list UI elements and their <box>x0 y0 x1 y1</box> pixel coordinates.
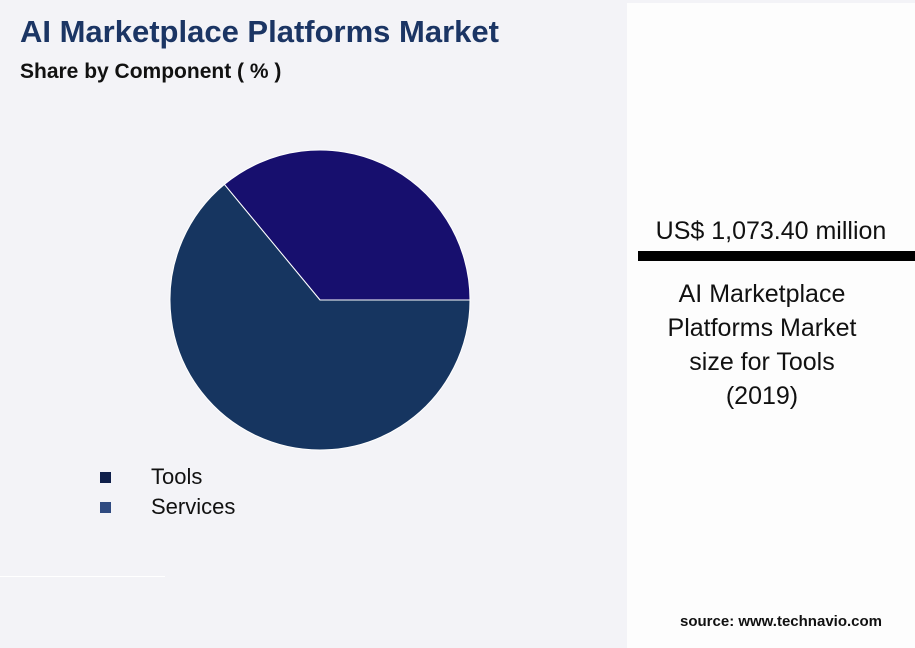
chart-subtitle: Share by Component ( % ) <box>20 60 282 83</box>
legend-swatch <box>100 471 111 483</box>
legend-label: Tools <box>151 464 203 489</box>
market-value: US$ 1,073.40 million <box>655 217 887 245</box>
legend-swatch <box>100 501 111 513</box>
description-line: AI Marketplace <box>678 280 846 308</box>
divider <box>0 576 165 577</box>
info-panel: US$ 1,073.40 million AI Marketplace Plat… <box>627 3 915 648</box>
legend: Tools Services <box>100 462 235 522</box>
pie-chart <box>169 149 471 451</box>
chart-title: AI Marketplace Platforms Market <box>20 14 499 49</box>
description-line: Platforms Market <box>667 314 857 342</box>
legend-label: Services <box>151 494 236 519</box>
pie-slice-tools <box>169 183 471 451</box>
market-description: AI Marketplace Platforms Market size for… <box>627 277 897 413</box>
description-line: (2019) <box>725 382 799 410</box>
legend-item-tools: Tools <box>100 462 235 492</box>
legend-item-services: Services <box>100 492 235 522</box>
pie-slice-services <box>223 149 471 301</box>
description-line: size for Tools <box>689 348 835 376</box>
source-credit: source: www.technavio.com <box>680 613 882 630</box>
value-underline <box>638 251 915 261</box>
